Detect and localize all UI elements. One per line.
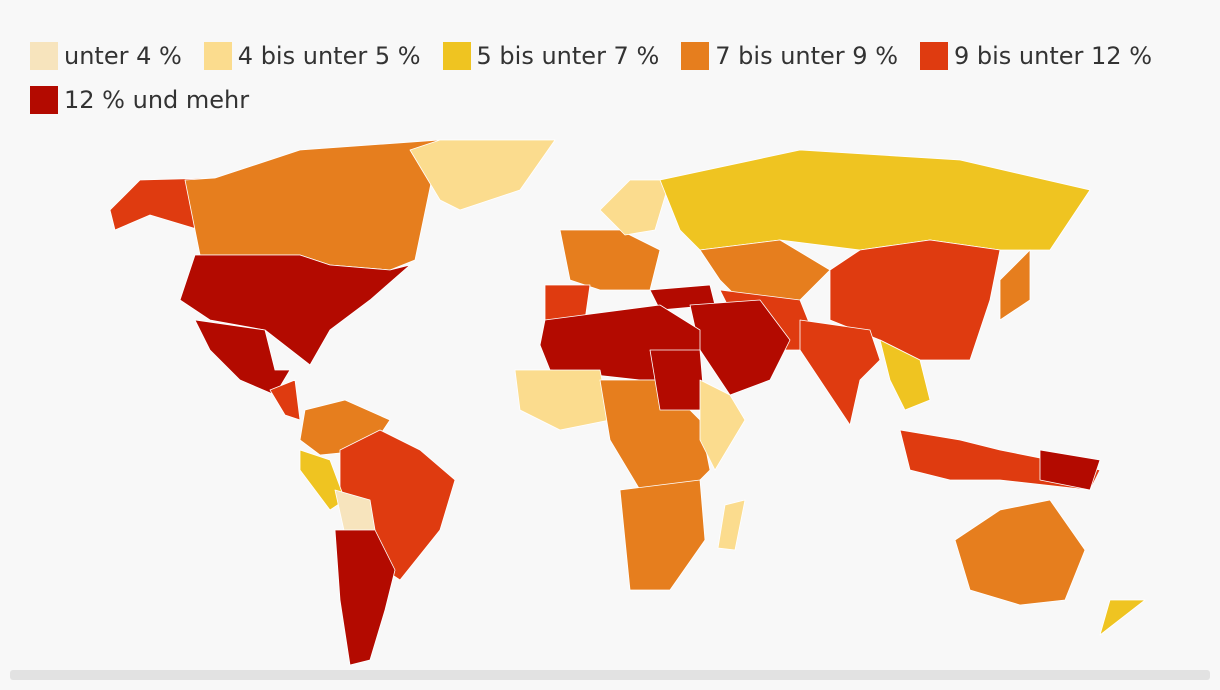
- legend-item: 9 bis unter 12 %: [920, 34, 1152, 78]
- legend-label: 4 bis unter 5 %: [237, 42, 421, 70]
- legend-swatch: [442, 42, 471, 70]
- country: [999, 249, 1031, 321]
- country: [699, 239, 831, 301]
- legend-swatch: [920, 42, 948, 70]
- country: [334, 529, 396, 666]
- country: [717, 499, 746, 551]
- legend-item: 7 bis unter 9 %: [681, 34, 898, 78]
- countries: [109, 139, 1146, 666]
- country: [659, 149, 1091, 251]
- country: [619, 479, 706, 591]
- legend-label: unter 4 %: [64, 42, 182, 70]
- legend-item: 4 bis unter 5 %: [203, 34, 421, 78]
- legend-item: 12 % und mehr: [30, 78, 249, 122]
- country: [559, 229, 661, 291]
- country: [194, 319, 291, 396]
- legend-swatch: [30, 86, 58, 114]
- country: [1099, 599, 1146, 636]
- legend-swatch: [681, 42, 710, 70]
- country: [179, 254, 411, 366]
- legend-item: unter 4 %: [30, 34, 182, 78]
- country: [269, 379, 301, 421]
- legend-label: 9 bis unter 12 %: [954, 42, 1152, 70]
- country: [699, 379, 746, 471]
- country: [879, 339, 931, 411]
- country: [299, 449, 346, 511]
- legend-label: 7 bis unter 9 %: [715, 42, 898, 70]
- country: [649, 349, 706, 411]
- legend-label: 12 % und mehr: [64, 86, 250, 114]
- country: [409, 139, 556, 211]
- country: [514, 369, 611, 431]
- legend: unter 4 % 4 bis unter 5 % 5 bis unter 7 % 7…: [30, 34, 1200, 122]
- country: [599, 179, 671, 236]
- country: [184, 139, 441, 271]
- world-map: [109, 139, 1146, 666]
- legend-label: 5 bis unter 7 %: [476, 42, 660, 70]
- country: [799, 319, 881, 426]
- country: [954, 499, 1086, 606]
- legend-swatch: [30, 42, 58, 70]
- legend-item: 5 bis unter 7 %: [442, 34, 660, 78]
- scrollbar[interactable]: [10, 670, 1210, 680]
- legend-swatch: [203, 42, 232, 70]
- country: [1039, 449, 1101, 491]
